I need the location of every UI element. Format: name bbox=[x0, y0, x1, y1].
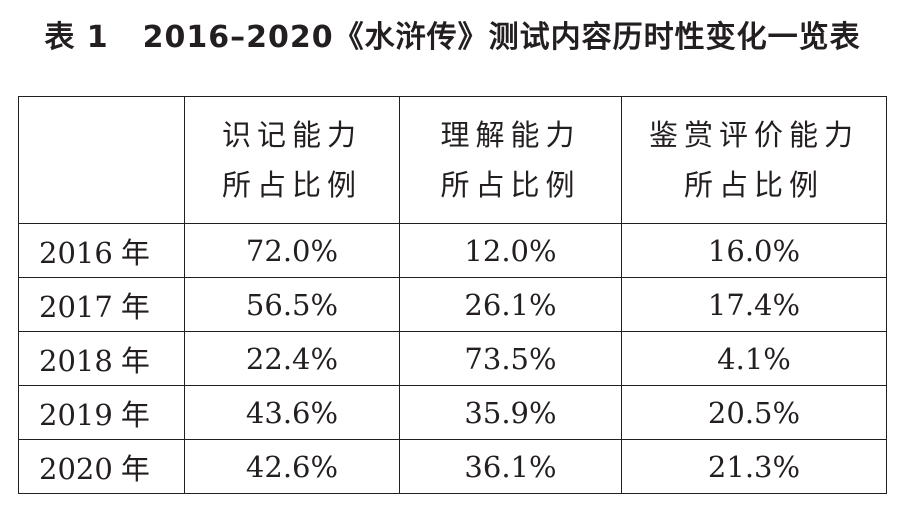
value-cell: 16.0% bbox=[621, 223, 887, 278]
table-row: 2016 年 72.0% 12.0% 16.0% bbox=[18, 223, 887, 278]
year-unit: 年 bbox=[120, 235, 150, 270]
table-row: 2020 年 42.6% 36.1% 21.3% bbox=[18, 439, 887, 494]
value-cell: 56.5% bbox=[184, 277, 400, 332]
value-cell: 35.9% bbox=[399, 385, 622, 440]
year-value: 2020 bbox=[39, 451, 113, 486]
year-cell: 2018 年 bbox=[18, 331, 185, 386]
value-cell: 26.1% bbox=[399, 277, 622, 332]
year-unit: 年 bbox=[120, 289, 150, 324]
year-cell: 2016 年 bbox=[18, 223, 185, 278]
table-row: 2017 年 56.5% 26.1% 17.4% bbox=[18, 277, 887, 332]
value-cell: 21.3% bbox=[621, 439, 887, 494]
header-line: 鉴赏评价能力 bbox=[648, 118, 859, 152]
year-cell: 2020 年 bbox=[18, 439, 185, 494]
table-row: 2019 年 43.6% 35.9% 20.5% bbox=[18, 385, 887, 440]
year-value: 2019 bbox=[39, 397, 113, 432]
value-cell: 36.1% bbox=[399, 439, 622, 494]
year-cell: 2019 年 bbox=[18, 385, 185, 440]
table-header-row: 识记能力 所占比例 理解能力 所占比例 鉴赏评价能力 所占比例 bbox=[18, 96, 887, 224]
value-cell: 12.0% bbox=[399, 223, 622, 278]
header-line: 识记能力 bbox=[221, 118, 362, 152]
table-caption: 表 1 2016–2020《水浒传》测试内容历时性变化一览表 bbox=[0, 12, 905, 56]
corner-cell bbox=[18, 96, 185, 224]
year-unit: 年 bbox=[120, 397, 150, 432]
value-cell: 42.6% bbox=[184, 439, 400, 494]
table-caption-label: 表 1 bbox=[44, 20, 109, 55]
header-cell-recall: 识记能力 所占比例 bbox=[184, 96, 400, 224]
value-cell: 22.4% bbox=[184, 331, 400, 386]
data-table: 识记能力 所占比例 理解能力 所占比例 鉴赏评价能力 所占比例 2016 年 72… bbox=[18, 96, 887, 494]
header-line: 理解能力 bbox=[440, 118, 581, 152]
header-line: 所占比例 bbox=[440, 168, 581, 202]
value-cell: 73.5% bbox=[399, 331, 622, 386]
year-unit: 年 bbox=[120, 343, 150, 378]
value-cell: 20.5% bbox=[621, 385, 887, 440]
header-cell-appreciation: 鉴赏评价能力 所占比例 bbox=[621, 96, 887, 224]
table-row: 2018 年 22.4% 73.5% 4.1% bbox=[18, 331, 887, 386]
value-cell: 17.4% bbox=[621, 277, 887, 332]
value-cell: 72.0% bbox=[184, 223, 400, 278]
year-value: 2016 bbox=[39, 235, 113, 270]
year-value: 2017 bbox=[39, 289, 113, 324]
header-cell-comprehension: 理解能力 所占比例 bbox=[399, 96, 622, 224]
year-value: 2018 bbox=[39, 343, 113, 378]
table-caption-title: 2016–2020《水浒传》测试内容历时性变化一览表 bbox=[142, 20, 861, 55]
header-line: 所占比例 bbox=[221, 168, 362, 202]
year-unit: 年 bbox=[120, 451, 150, 486]
year-cell: 2017 年 bbox=[18, 277, 185, 332]
value-cell: 43.6% bbox=[184, 385, 400, 440]
header-line: 所占比例 bbox=[683, 168, 824, 202]
value-cell: 4.1% bbox=[621, 331, 887, 386]
